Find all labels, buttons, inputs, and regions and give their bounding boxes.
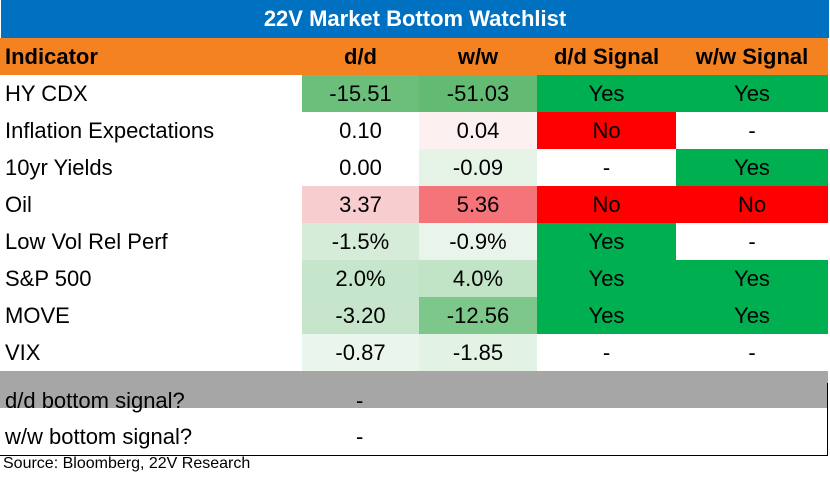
dd-value-cell: -15.51: [302, 75, 419, 112]
header-ww: w/w: [419, 38, 537, 75]
dd-value-cell: 3.37: [302, 186, 419, 223]
ww-signal-cell: Yes: [676, 75, 828, 112]
dd-value-cell: 0.00: [302, 149, 419, 186]
source-note: Source: Bloomberg, 22V Research: [3, 455, 251, 472]
indicator-cell: Inflation Expectations: [5, 117, 215, 143]
ww-signal-cell: -: [676, 112, 828, 149]
table-title: 22V Market Bottom Watchlist: [0, 0, 829, 38]
dd-value-cell: 0.10: [302, 112, 419, 149]
ww-signal-cell: -: [676, 334, 828, 371]
ww-signal-cell: -: [676, 223, 828, 260]
ww-signal-cell: Yes: [676, 297, 828, 334]
indicator-cell: Low Vol Rel Perf: [5, 228, 168, 254]
summary-label: w/w bottom signal?: [5, 424, 193, 449]
table-row: VIX -0.87 -1.85- -: [0, 334, 828, 371]
ww-signal-cell: Yes: [676, 149, 828, 186]
ww-signal-cell: No: [676, 186, 828, 223]
dd-value-cell: -0.87: [302, 334, 419, 371]
indicator-cell: Oil: [5, 191, 32, 217]
dd-signal-cell: No: [537, 112, 676, 149]
summary-frame: [0, 383, 828, 456]
table-row: Oil 3.37 5.36 No No: [0, 186, 828, 223]
ww-value-cell: -51.03: [419, 75, 537, 112]
summary-row-dd: d/d bottom signal? -: [0, 383, 828, 419]
separator-row: [0, 371, 828, 408]
ww-value-cell: 5.36: [419, 186, 537, 223]
header-dd-signal: d/d Signal: [537, 38, 676, 75]
summary-value: -: [356, 388, 364, 413]
table-row: MOVE -3.20 -12.56 Yes Yes: [0, 297, 828, 334]
dd-signal-cell: Yes: [537, 260, 676, 297]
dd-value-cell: -3.20: [302, 297, 419, 334]
summary-row-ww: w/w bottom signal? -: [0, 419, 828, 455]
dd-signal-cell: -: [537, 334, 676, 371]
dd-value-cell: -1.5%: [302, 223, 419, 260]
dd-signal-cell: Yes: [537, 297, 676, 334]
table-row: 10yr Yields 0.00 -0.09- Yes: [0, 149, 828, 186]
dd-signal-cell: -: [537, 149, 676, 186]
ww-value-cell: -0.09: [419, 149, 537, 186]
header-row: Indicator d/d w/w d/d Signal w/w Signal: [0, 38, 828, 75]
dd-signal-cell: Yes: [537, 223, 676, 260]
table-row: HY CDX -15.51 -51.03 Yes Yes: [0, 75, 828, 112]
indicator-cell: 10yr Yields: [5, 154, 113, 180]
ww-value-cell: 4.0%: [419, 260, 537, 297]
dd-signal-cell: No: [537, 186, 676, 223]
header-dd: d/d: [302, 38, 419, 75]
dd-value-cell: 2.0%: [302, 260, 419, 297]
table-row: Inflation Expectations 0.10 0.04 No -: [0, 112, 828, 149]
separator-bar: [0, 371, 828, 408]
table-row: Low Vol Rel Perf -1.5% -0.9% Yes -: [0, 223, 828, 260]
watchlist-table: Indicator d/d w/w d/d Signal w/w Signal …: [0, 38, 828, 408]
summary-label: d/d bottom signal?: [5, 388, 185, 413]
dd-signal-cell: Yes: [537, 75, 676, 112]
table-row: S&P 500 2.0% 4.0% Yes Yes: [0, 260, 828, 297]
indicator-cell: S&P 500: [5, 265, 92, 291]
summary-value: -: [356, 424, 364, 449]
ww-value-cell: -12.56: [419, 297, 537, 334]
header-ww-signal: w/w Signal: [676, 38, 828, 75]
indicator-cell: MOVE: [5, 302, 70, 328]
ww-value-cell: -1.85: [419, 334, 537, 371]
ww-value-cell: -0.9%: [419, 223, 537, 260]
ww-signal-cell: Yes: [676, 260, 828, 297]
indicator-cell: VIX: [5, 339, 41, 365]
header-indicator: Indicator: [0, 38, 302, 75]
indicator-cell: HY CDX: [5, 80, 88, 106]
ww-value-cell: 0.04: [419, 112, 537, 149]
